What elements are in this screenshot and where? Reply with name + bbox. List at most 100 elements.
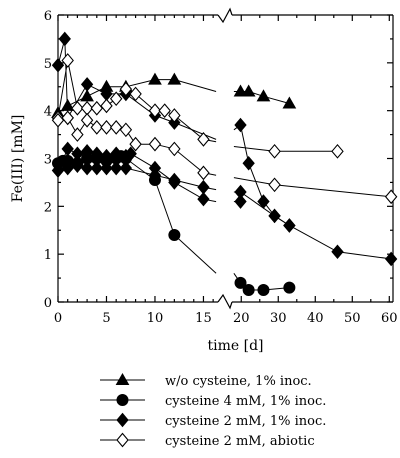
y-tick-label: 2 [44, 200, 52, 215]
data-point [109, 120, 123, 135]
data-point [129, 136, 142, 152]
data-point [100, 120, 113, 135]
x-tick-label: 0 [54, 311, 62, 326]
data-point [90, 160, 103, 176]
data-point [119, 122, 133, 138]
data-point [58, 31, 71, 47]
x-axis-title: time [d] [208, 338, 264, 354]
series-line [233, 124, 392, 260]
x-tick-label: 15 [195, 311, 212, 326]
y-axis-title: Fe(III) [mM] [10, 115, 26, 203]
legend-label: w/o cysteine, 1% inoc. [165, 374, 312, 389]
data-point [256, 89, 271, 102]
data-point [90, 146, 103, 161]
series-4 [51, 158, 296, 233]
data-point [158, 103, 171, 119]
data-point [234, 276, 247, 289]
data-point [233, 84, 248, 97]
data-point [110, 146, 123, 161]
data-point [197, 191, 210, 207]
data-point [268, 143, 281, 159]
data-point [51, 57, 65, 73]
data-point [384, 251, 398, 267]
data-point [80, 160, 94, 176]
data-point [119, 160, 133, 176]
legend-marker [115, 372, 130, 385]
data-point [110, 160, 123, 176]
data-point [168, 108, 181, 123]
data-point [283, 281, 296, 294]
data-point [282, 96, 297, 109]
x-tick-label: 30 [270, 311, 287, 326]
axis-break-top [217, 7, 233, 24]
data-point [51, 163, 65, 178]
data-point [90, 120, 104, 135]
y-tick-label: 0 [44, 296, 52, 311]
legend-item: cysteine 2 mM, 1% inoc. [100, 412, 326, 429]
data-point [71, 158, 84, 173]
legend-marker [116, 412, 129, 428]
data-point [197, 179, 210, 195]
data-point [61, 160, 74, 176]
data-point [283, 218, 296, 233]
data-point [80, 112, 94, 128]
legend-label: cysteine 4 mM, 1% inoc. [165, 394, 326, 409]
x-tick-label: 20 [233, 311, 250, 326]
data-point [61, 110, 74, 126]
data-point [148, 167, 162, 183]
data-point [268, 208, 281, 224]
legend-item: cysteine 2 mM, abiotic [100, 432, 315, 449]
data-point [100, 98, 113, 114]
data-point [168, 172, 181, 188]
data-point [80, 77, 94, 92]
series-6 [51, 110, 398, 205]
data-point [90, 100, 104, 116]
x-tick-label: 10 [147, 311, 164, 326]
data-point [148, 136, 162, 152]
data-point [197, 132, 210, 147]
data-point [80, 144, 94, 159]
data-point [109, 91, 123, 107]
data-point [124, 146, 137, 161]
data-point [129, 86, 142, 102]
series-2 [51, 31, 398, 267]
y-tick-label: 6 [44, 9, 52, 24]
series-5 [51, 53, 344, 159]
data-point [148, 103, 162, 119]
legend-marker [116, 394, 129, 406]
x-tick-label: 5 [102, 311, 110, 326]
data-point [148, 72, 162, 85]
data-point [100, 160, 113, 176]
data-point [168, 141, 181, 157]
legend-marker [116, 432, 129, 448]
data-point [71, 127, 84, 142]
data-point [384, 189, 398, 205]
axis-break-bottom [217, 293, 233, 310]
legend-label: cysteine 2 mM, abiotic [165, 434, 315, 449]
data-point [242, 156, 255, 171]
data-point [168, 229, 181, 242]
data-point [51, 112, 65, 128]
series-line [57, 155, 217, 274]
data-point [61, 141, 74, 157]
legend: w/o cysteine, 1% inoc. cysteine 4 mM, 1% … [100, 372, 326, 449]
data-point [80, 89, 94, 102]
data-point [234, 117, 247, 133]
legend-item: cysteine 4 mM, 1% inoc. [100, 394, 326, 409]
y-tick-label: 4 [44, 105, 52, 120]
x-tick-label: 40 [307, 311, 324, 326]
legend-label: cysteine 2 mM, 1% inoc. [165, 414, 326, 429]
data-point [242, 284, 255, 297]
data-point [197, 165, 210, 181]
data-point [268, 177, 281, 193]
data-point [119, 81, 133, 97]
data-point [234, 194, 247, 209]
series-line [57, 165, 217, 191]
data-point [167, 72, 182, 85]
data-point [71, 100, 84, 116]
data-point [234, 184, 247, 200]
y-tick-label: 5 [44, 57, 52, 72]
data-point [331, 143, 344, 159]
x-tick-label: 50 [344, 311, 361, 326]
